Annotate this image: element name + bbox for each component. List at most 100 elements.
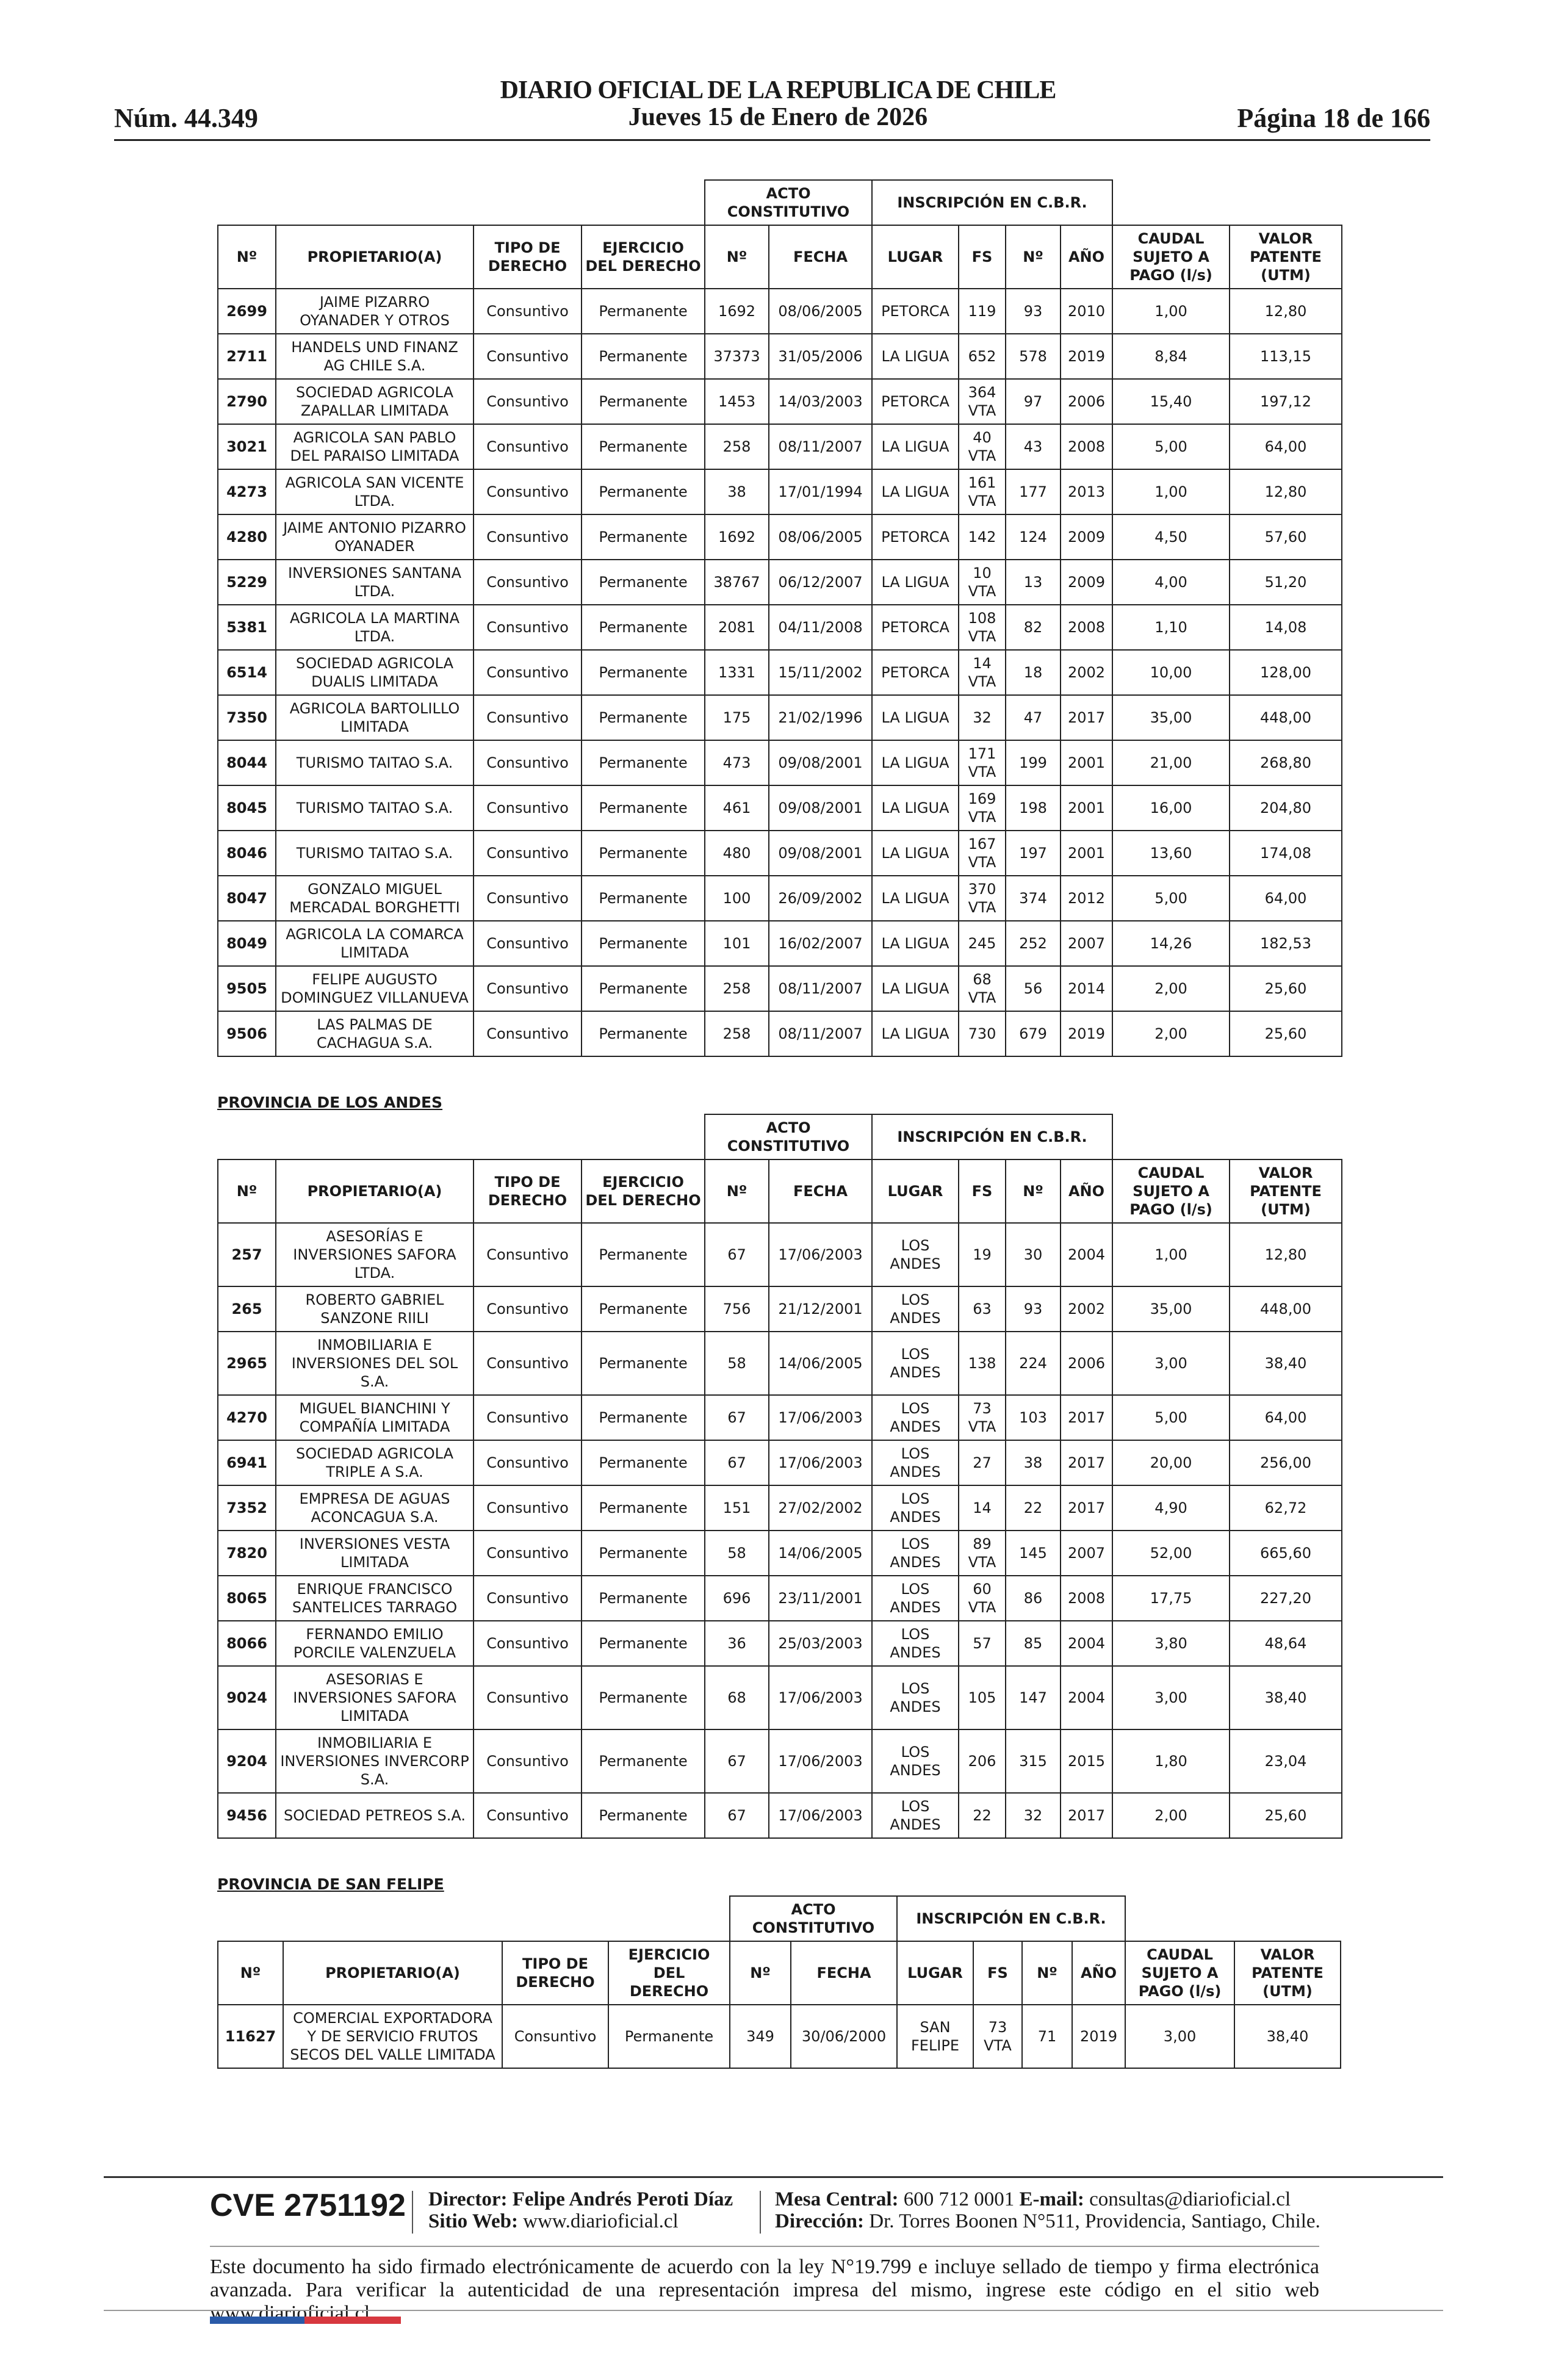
- column-header: EJERCICIO DEL DERECHO: [581, 225, 705, 289]
- table-row: 265 ROBERTO GABRIEL SANZONE RIILI Consunti…: [217, 1286, 1343, 1332]
- table-cell: 100: [704, 875, 769, 921]
- table-cell: Permanente: [581, 288, 705, 334]
- column-header: Nº: [704, 1159, 769, 1224]
- table-cell: MIGUEL BIANCHINI Y COMPAÑÍA LIMITADA: [275, 1394, 474, 1441]
- table-row: 6941 SOCIEDAD AGRICOLA TRIPLE A S.A. Consu…: [217, 1440, 1343, 1486]
- table-cell: LA LIGUA: [871, 1011, 959, 1057]
- table-cell: Consuntivo: [473, 469, 582, 515]
- table-cell: LA LIGUA: [871, 965, 959, 1012]
- row-number: 8049: [217, 920, 276, 967]
- table-cell: 36: [704, 1620, 769, 1667]
- page-number: Página 18 de 166: [1237, 103, 1430, 133]
- table-cell: 38,40: [1229, 1331, 1343, 1396]
- table-cell: Consuntivo: [473, 1440, 582, 1486]
- table-cell: LAS PALMAS DE CACHAGUA S.A.: [275, 1011, 474, 1057]
- table-cell: 108 VTA: [958, 604, 1006, 651]
- table-cell: 67: [704, 1792, 769, 1839]
- table-cell: INVERSIONES SANTANA LTDA.: [275, 559, 474, 605]
- table-cell: PETORCA: [871, 378, 959, 425]
- table-cell: Permanente: [581, 1331, 705, 1396]
- column-header: FS: [973, 1941, 1023, 2005]
- table-cell: 2019: [1059, 333, 1114, 380]
- table-cell: 2010: [1059, 288, 1114, 334]
- table-cell: Consuntivo: [473, 604, 582, 651]
- table-cell: Consuntivo: [473, 785, 582, 831]
- table-cell: 31/05/2006: [768, 333, 873, 380]
- table-row: 4280 JAIME ANTONIO PIZARRO OYANADER Consun…: [217, 514, 1343, 560]
- issue-number: Núm. 44.349: [114, 103, 258, 133]
- table-cell: 258: [704, 965, 769, 1012]
- column-header: EJERCICIO DEL DERECHO: [581, 1159, 705, 1224]
- table-cell: 67: [704, 1440, 769, 1486]
- table-cell: Consuntivo: [473, 830, 582, 876]
- table-cell: 08/06/2005: [768, 288, 873, 334]
- row-number: 2965: [217, 1331, 276, 1396]
- table-cell: Consuntivo: [473, 875, 582, 921]
- table-cell: 258: [704, 1011, 769, 1057]
- table-cell: ROBERTO GABRIEL SANZONE RIILI: [275, 1286, 474, 1332]
- table-cell: 578: [1005, 333, 1061, 380]
- table-cell: JAIME PIZARRO OYANADER Y OTROS: [275, 288, 474, 334]
- table-cell: 14,08: [1229, 604, 1343, 651]
- header-rule: [114, 139, 1430, 141]
- table-cell: 04/11/2008: [768, 604, 873, 651]
- table-cell: JAIME ANTONIO PIZARRO OYANADER: [275, 514, 474, 560]
- table-cell: 38,40: [1234, 2004, 1342, 2069]
- table-cell: 652: [958, 333, 1006, 380]
- table-cell: 17/06/2003: [768, 1222, 873, 1287]
- column-header: PROPIETARIO(A): [275, 1159, 474, 1224]
- row-number: 7350: [217, 694, 276, 741]
- table-cell: 101: [704, 920, 769, 967]
- table-cell: 2019: [1059, 1011, 1114, 1057]
- row-number: 5229: [217, 559, 276, 605]
- table-cell: 245: [958, 920, 1006, 967]
- table-cell: LA LIGUA: [871, 559, 959, 605]
- tables: ACTO CONSTITUTIVO INSCRIPCIÓN EN C.B.R. Nº…: [217, 179, 1343, 2069]
- table-cell: 67: [704, 1729, 769, 1794]
- table-cell: Permanente: [581, 920, 705, 967]
- table-cell: 26/09/2002: [768, 875, 873, 921]
- table-cell: 64,00: [1229, 875, 1343, 921]
- table-cell: Consuntivo: [473, 1530, 582, 1576]
- table-cell: 17/06/2003: [768, 1440, 873, 1486]
- table-cell: Permanente: [581, 1440, 705, 1486]
- table-cell: 38: [1005, 1440, 1061, 1486]
- blank-cell: [1112, 1114, 1342, 1159]
- table-cell: 13: [1005, 559, 1061, 605]
- column-header: Nº: [217, 1941, 284, 2005]
- table-cell: 08/11/2007: [768, 1011, 873, 1057]
- table-cell: LOS ANDES: [871, 1331, 959, 1396]
- web-label: Sitio Web:: [428, 2210, 519, 2232]
- group-header: INSCRIPCIÓN EN C.B.R.: [871, 179, 1114, 226]
- column-header: FS: [958, 225, 1006, 289]
- table-cell: Consuntivo: [473, 1620, 582, 1667]
- table-row: 7350 AGRICOLA BARTOLILLO LIMITADA Consunti…: [217, 694, 1343, 741]
- table-cell: EMPRESA DE AGUAS ACONCAGUA S.A.: [275, 1485, 474, 1531]
- group-header: ACTO CONSTITUTIVO: [704, 179, 873, 226]
- table-cell: LOS ANDES: [871, 1729, 959, 1794]
- table-cell: Permanente: [581, 1729, 705, 1794]
- table-cell: 696: [704, 1575, 769, 1621]
- table-cell: 679: [1005, 1011, 1061, 1057]
- table-cell: 2004: [1059, 1665, 1114, 1730]
- table-cell: 315: [1005, 1729, 1061, 1794]
- web-url: www.diarioficial.cl: [523, 2210, 679, 2232]
- table-cell: 09/08/2001: [768, 785, 873, 831]
- address-line: Dirección: Dr. Torres Boonen N°511, Prov…: [775, 2210, 1320, 2233]
- table-cell: 2019: [1071, 2004, 1126, 2069]
- table-cell: 3,00: [1112, 1331, 1231, 1396]
- table-cell: Permanente: [581, 649, 705, 696]
- table-cell: 08/06/2005: [768, 514, 873, 560]
- table-cell: SOCIEDAD AGRICOLA TRIPLE A S.A.: [275, 1440, 474, 1486]
- table-cell: SOCIEDAD PETREOS S.A.: [275, 1792, 474, 1839]
- register-table: ACTO CONSTITUTIVO INSCRIPCIÓN EN C.B.R. Nº…: [217, 179, 1343, 1057]
- table-cell: Permanente: [581, 1665, 705, 1730]
- table-cell: 2017: [1059, 1394, 1114, 1441]
- row-number: 8044: [217, 740, 276, 786]
- group-header: INSCRIPCIÓN EN C.B.R.: [896, 1895, 1126, 1942]
- register-table: ACTO CONSTITUTIVO INSCRIPCIÓN EN C.B.R. Nº…: [217, 1895, 1342, 2069]
- row-number: 4280: [217, 514, 276, 560]
- table-cell: 38767: [704, 559, 769, 605]
- table-cell: SOCIEDAD AGRICOLA ZAPALLAR LIMITADA: [275, 378, 474, 425]
- section-title: PROVINCIA DE SAN FELIPE: [217, 1875, 444, 1893]
